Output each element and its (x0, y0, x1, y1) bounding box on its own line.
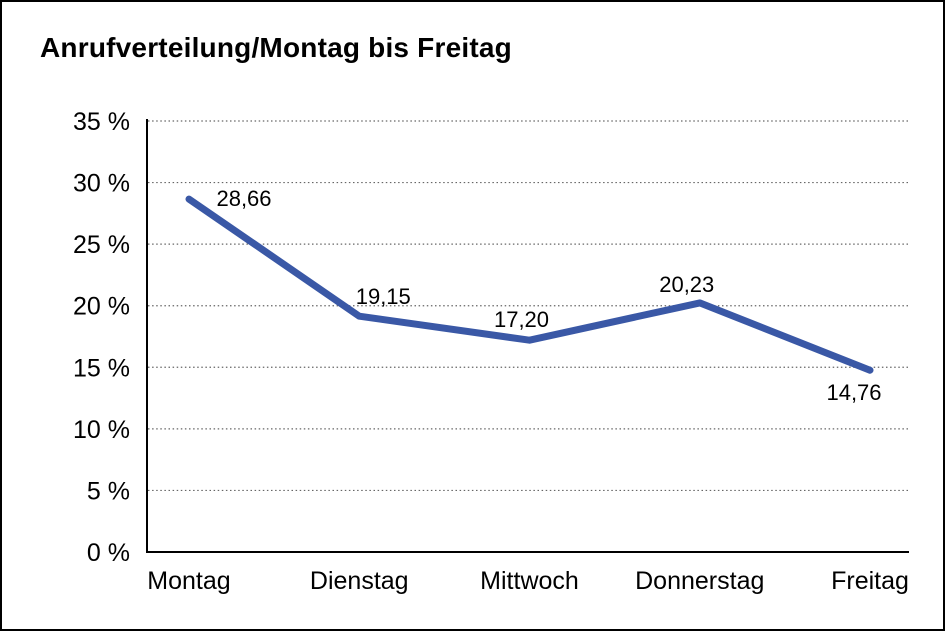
data-point-label: 19,15 (356, 284, 411, 309)
y-tick-label: 30 % (73, 170, 130, 198)
data-series-line (185, 195, 874, 374)
y-tick-label: 5 % (87, 477, 130, 505)
x-category-label: Donnerstag (635, 567, 764, 595)
data-point-label: 14,76 (826, 380, 881, 405)
x-category-label: Montag (147, 567, 230, 595)
data-point-label: 17,20 (494, 307, 549, 332)
y-tick-label: 15 % (73, 354, 130, 382)
y-tick-label: 25 % (73, 231, 130, 259)
chart-title: Anrufverteilung/Montag bis Freitag (40, 32, 512, 63)
x-category-label: Dienstag (310, 567, 409, 595)
x-category-label: Mittwoch (480, 567, 579, 595)
y-tick-label: 10 % (73, 416, 130, 444)
data-point-label: 20,23 (659, 272, 714, 297)
y-tick-label: 20 % (73, 293, 130, 321)
y-tick-label: 0 % (87, 539, 130, 567)
data-point-label: 28,66 (216, 186, 271, 211)
x-category-label: Freitag (831, 567, 909, 595)
y-tick-label: 35 % (73, 108, 130, 136)
